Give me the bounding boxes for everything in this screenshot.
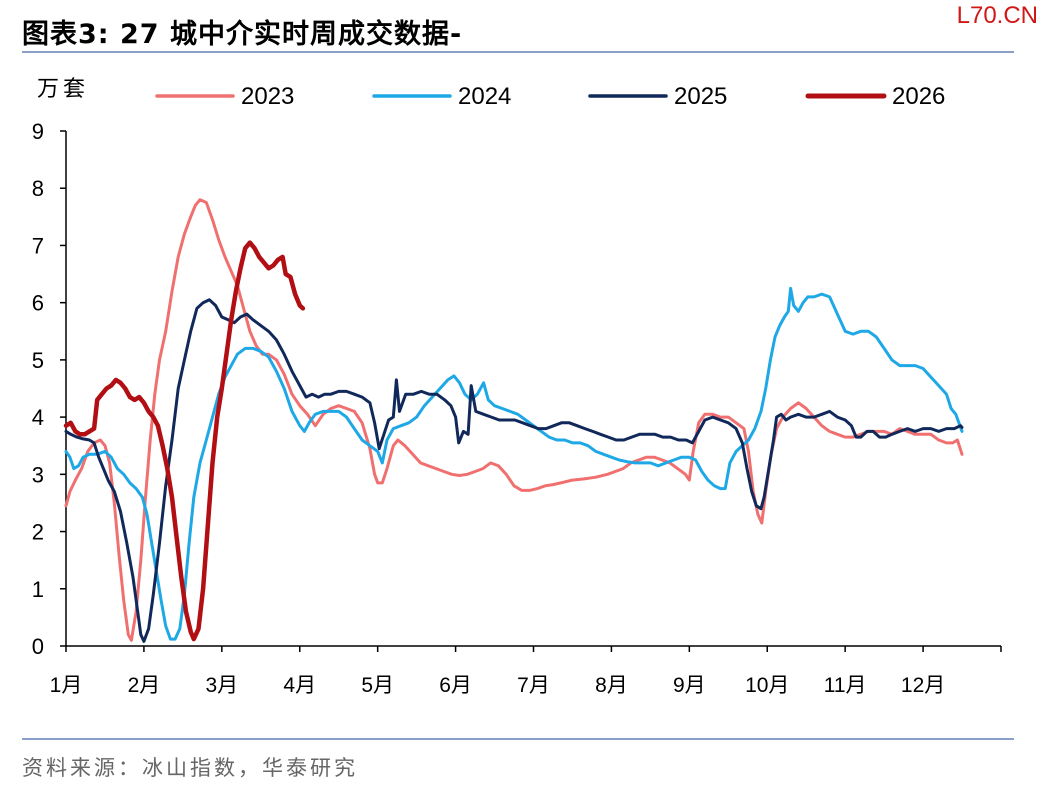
x-tick-label: 7月	[517, 674, 550, 697]
legend-label-2026: 2026	[892, 83, 945, 110]
series-layer	[63, 198, 964, 643]
y-tick-label: 8	[32, 176, 44, 201]
x-tick-label: 2月	[128, 674, 161, 697]
y-tick-label: 0	[32, 634, 44, 659]
x-tick-label: 11月	[824, 674, 867, 697]
y-tick-label: 9	[32, 119, 44, 144]
source-rule	[22, 738, 1014, 740]
x-tick-label: 6月	[439, 674, 472, 697]
line-chart: 万套 2023 2024 2025 2026 0 1 2 3 4 5 6 7 8 9 1月 2月 3月 4月 5月…	[32, 76, 1002, 697]
x-tick-label: 9月	[673, 674, 706, 697]
legend-label-2024: 2024	[458, 83, 511, 110]
x-tick-label: 10月	[745, 674, 789, 697]
x-tick-label: 5月	[361, 674, 394, 697]
series-line-2024	[64, 286, 964, 641]
watermark: L70.CN	[956, 2, 1038, 29]
series-line-2023	[64, 198, 964, 642]
title-rule	[22, 51, 1014, 53]
series-line-2025	[64, 298, 964, 643]
x-tick-label: 3月	[205, 674, 238, 697]
legend-label-2025: 2025	[674, 83, 727, 110]
y-tick-label: 6	[32, 291, 44, 316]
y-tick-label: 7	[32, 233, 44, 258]
y-tick-label: 4	[32, 405, 44, 430]
x-tick-label: 1月	[50, 674, 83, 697]
y-unit-label: 万套	[37, 76, 89, 101]
figure-title: 图表3: 27 城中介实时周成交数据-	[22, 19, 463, 50]
x-tick-label: 12月	[901, 674, 945, 697]
x-tick-label: 4月	[283, 674, 316, 697]
axes: 0 1 2 3 4 5 6 7 8 9 1月 2月 3月 4月 5月 6月 7月 8月 9月 10月 11月 12月	[32, 119, 1002, 697]
series-line-2026	[63, 240, 306, 642]
x-tick-label: 8月	[595, 674, 628, 697]
y-tick-label: 1	[32, 577, 44, 602]
y-tick-label: 5	[32, 348, 44, 373]
legend: 2023 2024 2025 2026	[155, 83, 945, 110]
y-tick-label: 2	[32, 520, 44, 545]
source-note: 资料来源：冰山指数，华泰研究	[22, 756, 358, 780]
y-tick-label: 3	[32, 462, 44, 487]
legend-label-2023: 2023	[241, 83, 294, 110]
